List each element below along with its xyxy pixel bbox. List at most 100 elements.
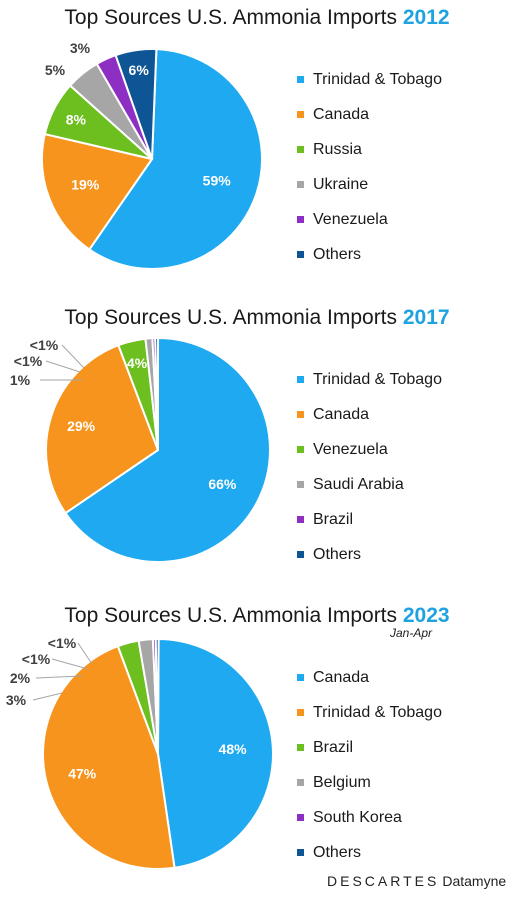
legend-item: Canada [297,97,442,132]
legend-swatch [297,146,304,153]
legend-swatch [297,181,304,188]
leader-line [61,344,85,369]
data-label: 1% [10,372,31,388]
data-label: <1% [48,635,77,651]
leader-line [77,642,93,665]
legend-item: Others [297,835,442,870]
data-label: 4% [127,355,148,371]
legend-item: Venezuela [297,432,442,467]
legend-label: South Korea [313,808,402,826]
legend-label: Belgium [313,773,371,791]
legend-swatch [297,481,304,488]
legend-item: Russia [297,132,442,167]
chart-title-text: Top Sources U.S. Ammonia Imports [64,6,398,29]
pie-chart-2023: 48% 47% 3% 2% <1%<1% [6,635,274,870]
chart-panel-2017: Top Sources U.S. Ammonia Imports 2017 66… [0,300,514,598]
legend-swatch [297,111,304,118]
data-label: 59% [203,173,232,189]
legend-label: Ukraine [313,175,369,193]
legend-item: Saudi Arabia [297,467,442,502]
legend-swatch [297,251,304,258]
legend-swatch [297,849,304,856]
legend-swatch [297,411,304,418]
data-label: 6% [129,62,150,78]
pie-slice [156,637,274,869]
legend-swatch [297,376,304,383]
legend-item: South Korea [297,800,442,835]
legend-item: Canada [297,397,442,432]
leader-line [32,692,63,701]
legend-item: Venezuela [297,202,442,237]
logo-product: Datamyne [442,873,507,889]
pie-chart-2017: 66% 29% 4% 1% <1%<1% [10,336,271,563]
legend-swatch [297,779,304,786]
data-label: 48% [219,741,248,757]
chart-title-year: 2023 [402,604,450,627]
chart-subtitle: Jan-Apr [390,626,433,640]
legend-item: Trinidad & Tobago [297,362,442,397]
chart-title: Top Sources U.S. Ammonia Imports 2017 [0,306,514,330]
legend-item: Others [297,537,442,572]
legend-label: Trinidad & Tobago [313,70,442,88]
legend-item: Brazil [297,730,442,765]
legend-swatch [297,709,304,716]
legend-item: Belgium [297,765,442,800]
data-label: 2% [10,670,31,686]
legend-swatch [297,744,304,751]
pie-slice [45,343,160,515]
legend-label: Venezuela [313,210,388,228]
data-label: 19% [71,177,100,193]
legend-label: Canada [313,405,370,423]
data-label: 47% [68,765,97,781]
pie-slice [40,132,154,251]
legend-item: Canada [297,660,442,695]
data-label: <1% [22,651,51,667]
legend-swatch [297,674,304,681]
legend-swatch [297,216,304,223]
pie-slice [64,336,271,563]
legend-label: Trinidad & Tobago [313,370,442,388]
legend-label: Others [313,245,362,263]
chart-title-year: 2017 [402,306,450,329]
legend-swatch [297,516,304,523]
legend-label: Saudi Arabia [313,475,404,493]
legend-item: Trinidad & Tobago [297,695,442,730]
legend-label: Canada [313,668,370,686]
descartes-datamyne-logo: DESCARTES Datamyne [327,873,506,889]
legend-item: Trinidad & Tobago [297,62,442,97]
legend-label: Venezuela [313,440,388,458]
legend-label: Trinidad & Tobago [313,703,442,721]
chart-title: Top Sources U.S. Ammonia Imports 2012 [0,6,514,30]
legend-item: Ukraine [297,167,442,202]
chart-title-text: Top Sources U.S. Ammonia Imports [64,306,398,329]
legend-item: Brazil [297,502,442,537]
data-label: 29% [67,418,96,434]
legend-label: Others [313,545,362,563]
data-label: 3% [6,692,27,708]
legend-label: Canada [313,105,370,123]
data-label: 5% [45,62,66,78]
chart-panel-2012: Top Sources U.S. Ammonia Imports 2012 59… [0,0,514,298]
leader-line [35,675,83,679]
pie-slice [87,48,263,270]
legend: Trinidad & Tobago Canada Venezuela Saudi… [297,362,442,572]
legend-label: Russia [313,140,362,158]
pie-slice [114,48,158,160]
legend: Canada Trinidad & Tobago Brazil Belgium … [297,660,442,870]
logo-brand: DESCARTES [327,873,440,889]
chart-title-text: Top Sources U.S. Ammonia Imports [64,604,398,627]
chart-title: Top Sources U.S. Ammonia Imports 2023 [0,604,514,628]
legend-item: Others [297,237,442,272]
legend-swatch [297,814,304,821]
data-label: 66% [208,476,237,492]
legend-swatch [297,446,304,453]
legend-label: Brazil [313,738,354,756]
pie-slice [42,644,176,870]
data-label: 8% [66,111,87,127]
legend-label: Others [313,843,362,861]
leader-line [45,360,81,373]
data-label: 3% [70,40,91,56]
data-label: <1% [14,353,43,369]
chart-panel-2023: Top Sources U.S. Ammonia Imports 2023 Ja… [0,598,514,896]
legend-label: Brazil [313,510,354,528]
